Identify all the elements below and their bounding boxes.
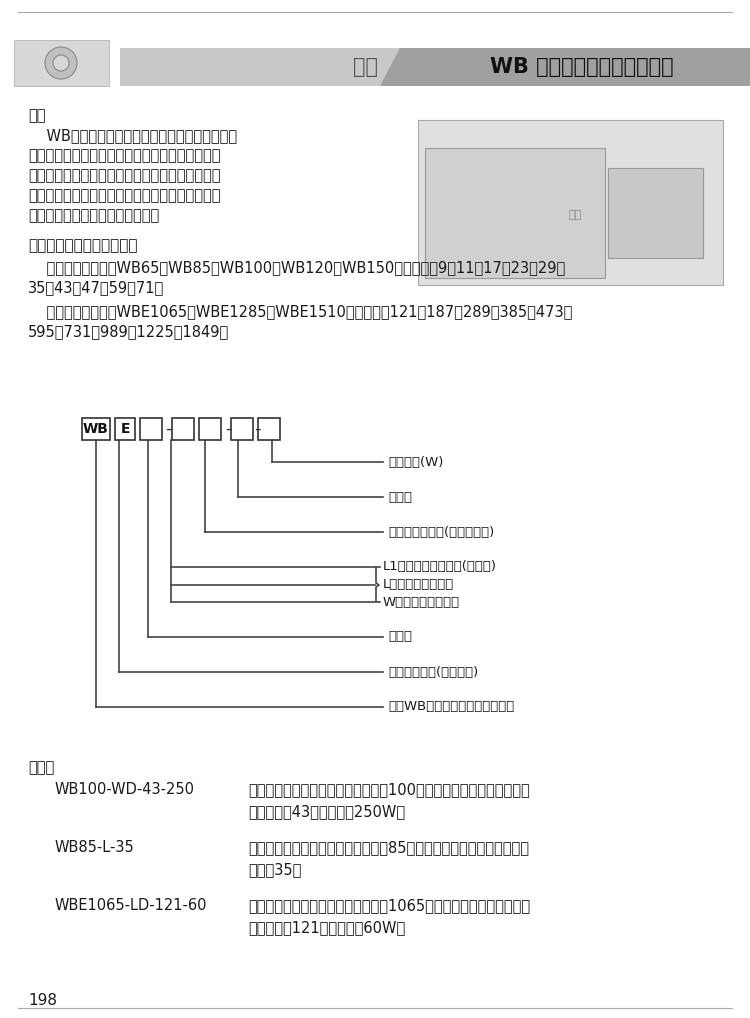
Text: 前言: 前言 bbox=[28, 108, 46, 123]
Text: E: E bbox=[120, 422, 130, 436]
Text: WB100-WD-43-250: WB100-WD-43-250 bbox=[55, 782, 195, 797]
Text: -: - bbox=[225, 420, 232, 438]
Text: WB: WB bbox=[83, 422, 109, 436]
Bar bbox=[258, 418, 280, 440]
Text: 198: 198 bbox=[28, 993, 57, 1008]
Text: L表示立式机座安装: L表示立式机座安装 bbox=[383, 578, 454, 591]
Bar bbox=[140, 418, 162, 440]
Text: 型，减速比43，电机功率250W。: 型，减速比43，电机功率250W。 bbox=[248, 804, 405, 819]
Circle shape bbox=[45, 47, 77, 79]
Circle shape bbox=[53, 55, 69, 71]
Text: 型，减速比121，电机功率60W。: 型，减速比121，电机功率60W。 bbox=[248, 920, 405, 935]
Text: 表示微型摆线针轮减速机，机型号为85，单级减速立式安装，双轴型，: 表示微型摆线针轮减速机，机型号为85，单级减速立式安装，双轴型， bbox=[248, 840, 529, 855]
Bar bbox=[418, 120, 723, 285]
Bar bbox=[231, 418, 253, 440]
Text: WB 系列微型摆线针轮减速机: WB 系列微型摆线针轮减速机 bbox=[490, 57, 674, 77]
Text: W表示卧式机座安装: W表示卧式机座安装 bbox=[383, 596, 460, 609]
Polygon shape bbox=[380, 48, 750, 86]
Text: 电机: 电机 bbox=[568, 210, 582, 220]
Bar bbox=[14, 40, 109, 86]
Text: 单级减速机型号有WB65、WB85、WB100、WB120、WB150。减速比有9、11、17、23、29、: 单级减速机型号有WB65、WB85、WB100、WB120、WB150。减速比有… bbox=[28, 260, 566, 275]
Text: 减速比: 减速比 bbox=[388, 491, 412, 504]
Text: 表示WB系列微型摆线针轮减速机: 表示WB系列微型摆线针轮减速机 bbox=[388, 700, 514, 714]
Text: 595、731、989、1225、1849。: 595、731、989、1225、1849。 bbox=[28, 324, 230, 339]
Text: 美。全部使用润滑脂润滑，不易漏油，用户可根据: 美。全部使用润滑脂润滑，不易漏油，用户可根据 bbox=[28, 188, 220, 203]
Bar bbox=[425, 148, 605, 278]
Bar bbox=[608, 168, 703, 258]
Text: 电机功率(W): 电机功率(W) bbox=[388, 455, 443, 468]
Text: 表示微型摆线针轮减速机，机型号为100，单级减速，卧式安装带电机: 表示微型摆线针轮减速机，机型号为100，单级减速，卧式安装带电机 bbox=[248, 782, 530, 797]
Text: WBE1065-LD-121-60: WBE1065-LD-121-60 bbox=[55, 898, 208, 913]
Text: 表示双级减速(单级省略): 表示双级减速(单级省略) bbox=[388, 666, 478, 679]
Bar bbox=[82, 418, 110, 440]
Text: L1表示立式机座安装(派生型): L1表示立式机座安装(派生型) bbox=[383, 561, 497, 573]
Text: -: - bbox=[165, 420, 172, 438]
Text: WB系列微型摆线针轮减速机，采用高压压铸铝: WB系列微型摆线针轮减速机，采用高压压铸铝 bbox=[28, 128, 237, 143]
Text: 需要在任何角度，方向安装使用。: 需要在任何角度，方向安装使用。 bbox=[28, 208, 159, 223]
Text: 一、机型号及型号表示方法: 一、机型号及型号表示方法 bbox=[28, 238, 137, 253]
Text: WB85-L-35: WB85-L-35 bbox=[55, 840, 135, 855]
Bar bbox=[199, 418, 221, 440]
Text: -: - bbox=[254, 420, 261, 438]
Text: 表示电机直联型(双轴型省略): 表示电机直联型(双轴型省略) bbox=[388, 525, 494, 539]
Text: 35、43、47、59、71。: 35、43、47、59、71。 bbox=[28, 280, 164, 295]
Text: 表示微型摆线针轮减速机，机型号为1065，双级减速立式安装带电机: 表示微型摆线针轮减速机，机型号为1065，双级减速立式安装带电机 bbox=[248, 898, 530, 913]
Bar bbox=[120, 48, 750, 86]
Text: 双级减速机型号有WBE1065、WBE1285、WBE1510。减速比有121、187、289、385、473、: 双级减速机型号有WBE1065、WBE1285、WBE1510。减速比有121、… bbox=[28, 304, 572, 319]
Text: 产品内在质量更优，体积更小，重量更轻，外观更: 产品内在质量更优，体积更小，重量更轻，外观更 bbox=[28, 168, 220, 183]
Bar bbox=[115, 418, 135, 440]
Text: 示例：: 示例： bbox=[28, 760, 54, 775]
Bar bbox=[172, 418, 194, 440]
Text: 合金外壳，采取新的加工工艺，提高了工件精度，: 合金外壳，采取新的加工工艺，提高了工件精度， bbox=[28, 148, 220, 163]
Text: 机型号: 机型号 bbox=[388, 630, 412, 643]
Text: 减速比35。: 减速比35。 bbox=[248, 862, 302, 876]
Text: 》》: 》》 bbox=[352, 57, 377, 77]
